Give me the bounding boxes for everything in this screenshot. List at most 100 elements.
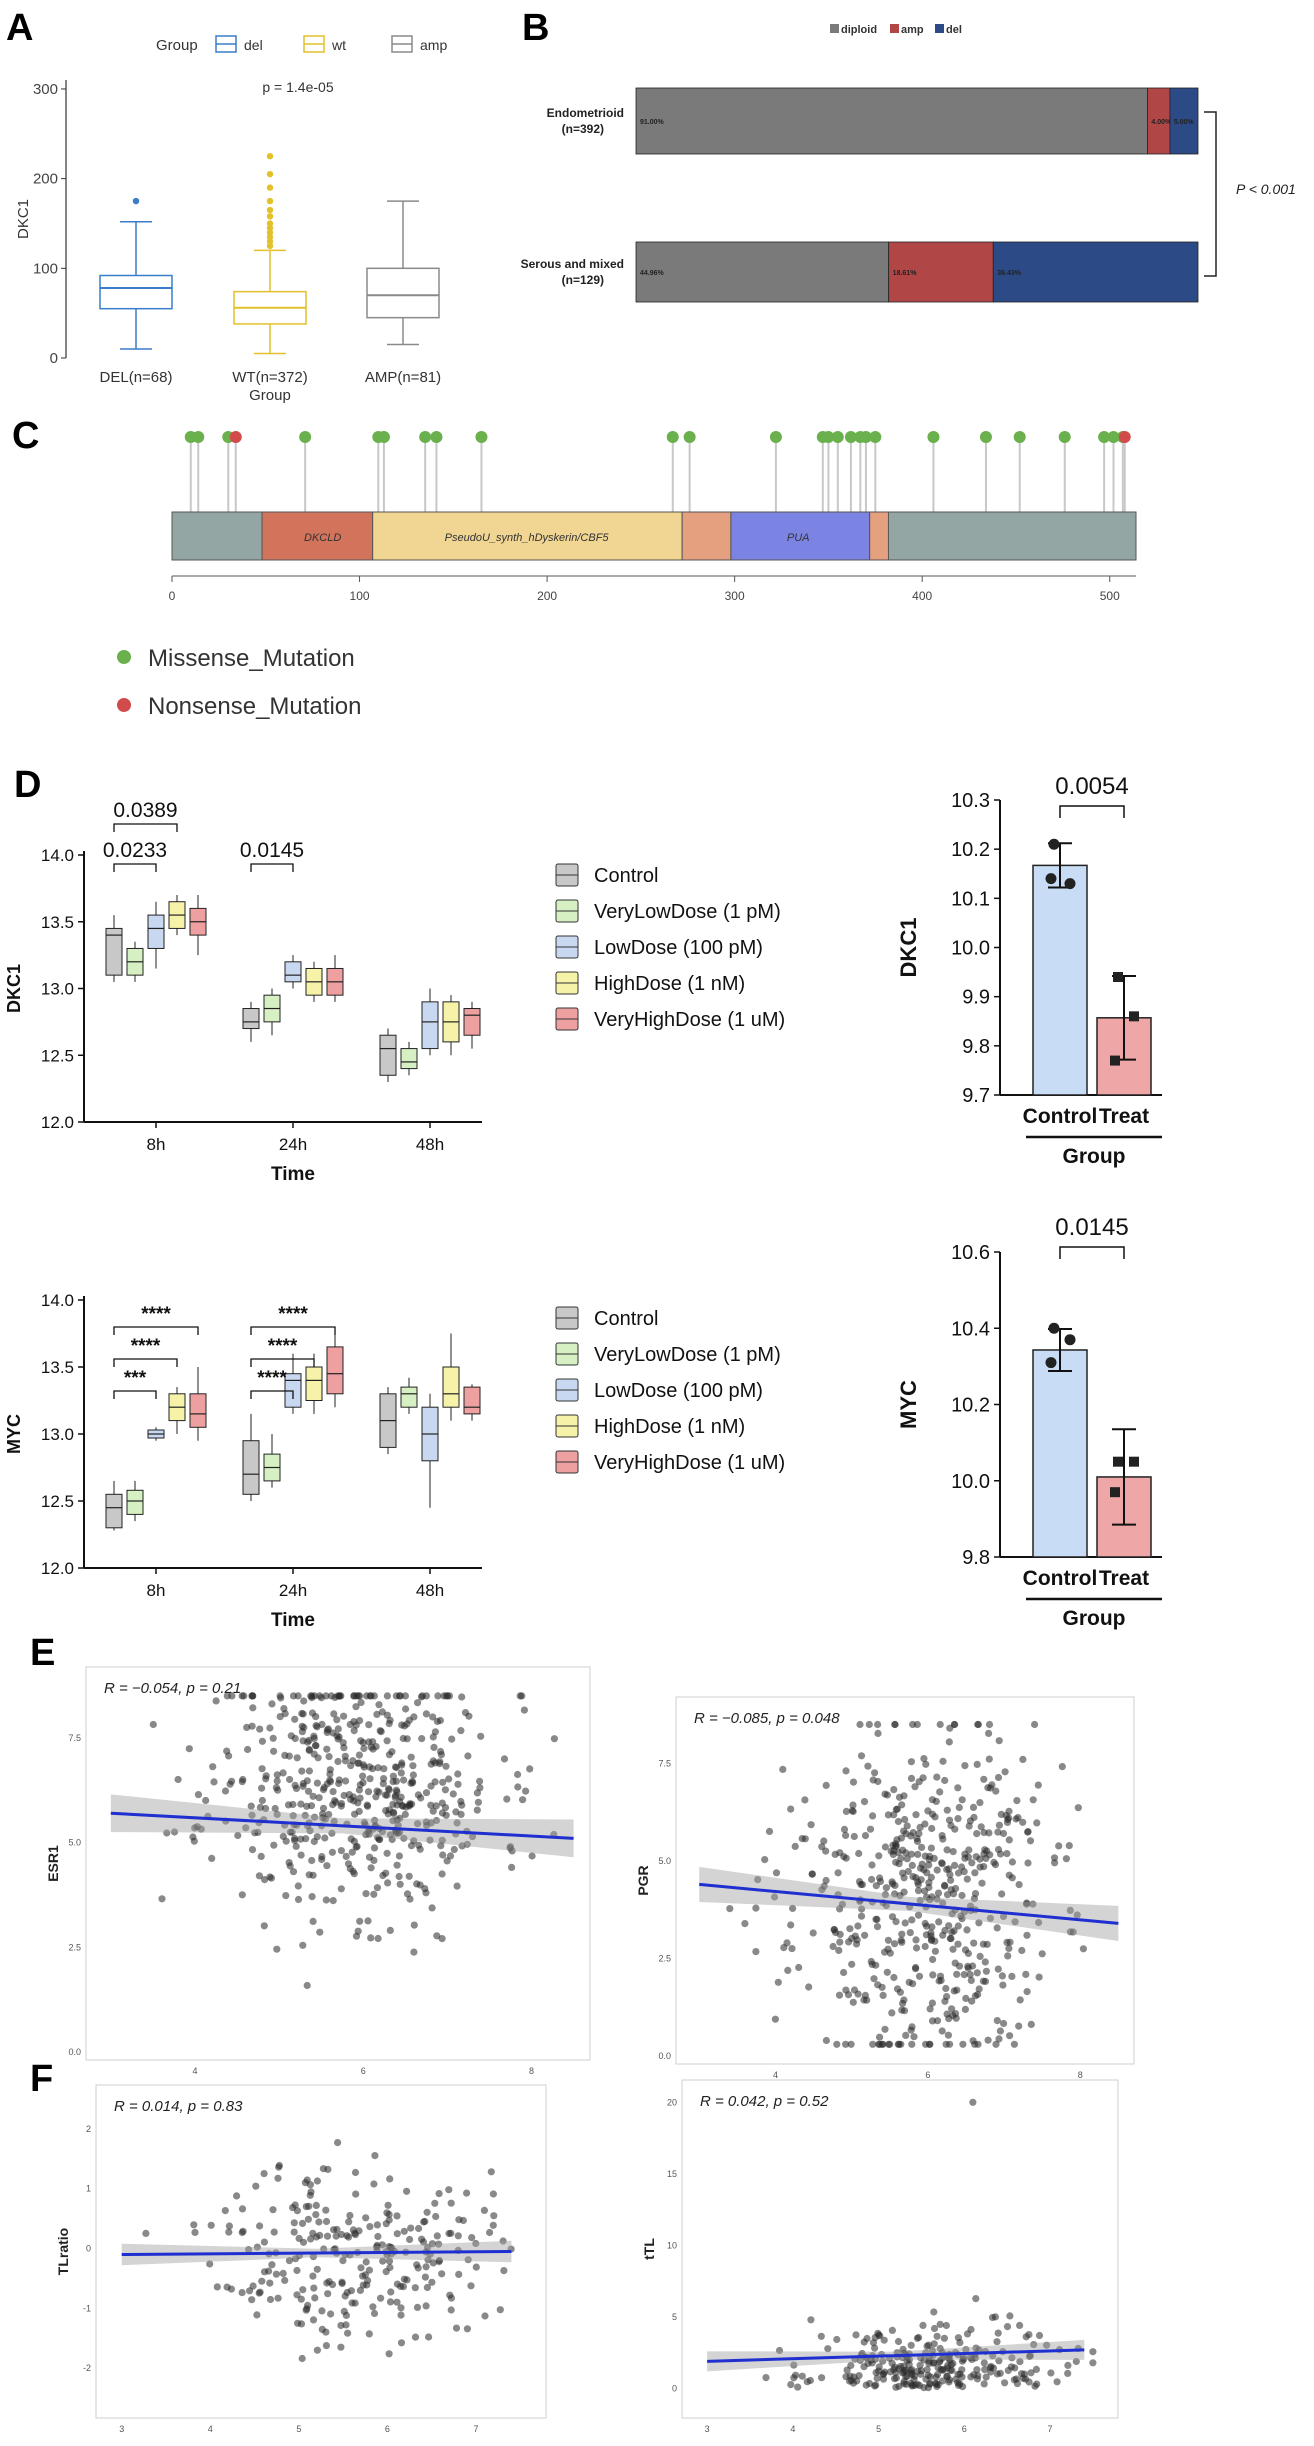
scatter-point	[413, 2303, 422, 2311]
x-tick-label: 8h	[147, 1581, 166, 1600]
scatter-point	[994, 2329, 1002, 2337]
category-label-n: (n=392)	[562, 122, 604, 136]
chart-d2-dkc1-bar: 9.7 9.8 9.9 10.0 10.1 10.2 10.3 DKC1 Control Trea…	[896, 773, 1162, 1168]
chart-f2-ttl-scatter: 3 4 5 6 7 0 5 10 15 20 DKC1 tTL R = 0.042, p = 0.52	[641, 2079, 1119, 2446]
legend-swatch	[935, 24, 944, 33]
regression-line	[110, 1811, 574, 1840]
outlier-point	[132, 197, 140, 205]
scatter-point	[307, 2235, 315, 2243]
scatter-point	[380, 1765, 388, 1773]
scatter-point	[366, 2223, 374, 2231]
scatter-point	[903, 1822, 911, 1830]
scatter-point	[916, 1896, 924, 1905]
scatter-point	[967, 1976, 975, 1984]
significance-bracket	[250, 1326, 336, 1335]
scatter-point	[399, 1734, 407, 1743]
scatter-point	[970, 1939, 978, 1947]
significance-label: ***	[124, 1368, 147, 1389]
data-point	[1129, 1456, 1139, 1467]
data-point	[1113, 1456, 1123, 1467]
scatter-point	[411, 2333, 420, 2341]
scatter-point	[208, 1854, 216, 1862]
x-tick-label: 5	[296, 2424, 301, 2434]
significance-bracket	[1059, 1246, 1125, 1259]
protein-domain	[869, 511, 889, 561]
scatter-point	[328, 1829, 336, 1837]
scatter-point	[514, 1770, 522, 1779]
scatter-point	[868, 1875, 876, 1884]
x-axis-label: Time	[271, 1610, 315, 1631]
scatter-point	[925, 1861, 933, 1869]
scatter-point	[454, 2232, 462, 2240]
x-tick-label: 0	[169, 589, 176, 603]
scatter-point	[752, 1904, 760, 1912]
scatter-point	[881, 1843, 890, 1851]
data-point	[1129, 1011, 1139, 1022]
scatter-point	[318, 2307, 326, 2315]
scatter-point	[994, 1965, 1002, 1973]
scatter-point	[912, 1811, 920, 1819]
data-point	[1045, 1357, 1057, 1369]
scatter-point	[428, 2278, 436, 2286]
scatter-point	[946, 1871, 954, 1879]
box	[242, 1008, 260, 1030]
scatter-point	[297, 1851, 305, 1859]
scatter-point	[370, 1692, 378, 1700]
scatter-point	[297, 2295, 305, 2303]
scatter-point	[225, 2228, 233, 2236]
y-tick-label: 12.0	[41, 1113, 74, 1132]
missense-point	[927, 431, 940, 443]
scatter-point	[980, 2380, 988, 2388]
scatter-point	[362, 1831, 370, 1839]
scatter-point	[940, 2334, 949, 2342]
scatter-point	[238, 1692, 246, 1700]
scatter-point	[1001, 2379, 1009, 2387]
scatter-point	[248, 2296, 256, 2304]
scatter-point	[884, 1945, 892, 1953]
scatter-point	[390, 1809, 398, 1817]
scatter-point	[901, 1919, 909, 1927]
scatter-point	[849, 1778, 858, 1786]
scatter-point	[835, 1991, 844, 1999]
scatter-point	[945, 2015, 953, 2023]
y-tick-label: 14.0	[41, 846, 74, 865]
scatter-point	[873, 1923, 882, 1931]
scatter-point	[1015, 2022, 1023, 2030]
scatter-point	[405, 1716, 413, 1724]
scatter-point	[273, 1945, 281, 1953]
stacked-bar-segment	[992, 241, 1199, 303]
y-tick-label: 15	[667, 2169, 677, 2179]
legend-label: Control	[594, 865, 658, 887]
scatter-point	[927, 1936, 936, 1944]
scatter-point	[935, 1918, 943, 1926]
scatter-point	[357, 1737, 365, 1745]
x-tick-label: 3	[705, 2424, 710, 2434]
panel-label-b: B	[522, 7, 549, 49]
scatter-point	[396, 1880, 404, 1888]
scatter-point	[400, 2227, 408, 2235]
scatter-point	[386, 1926, 394, 1934]
scatter-point	[1079, 1945, 1087, 1953]
scatter-point	[397, 2339, 406, 2347]
regression-line	[121, 2250, 512, 2256]
scatter-point	[943, 2372, 951, 2380]
panel-label-f: F	[30, 2058, 53, 2100]
scatter-point	[895, 2040, 903, 2048]
scatter-point	[303, 1981, 311, 1990]
scatter-point	[926, 2005, 934, 2013]
scatter-point	[1062, 1855, 1070, 1863]
scatter-point	[438, 1935, 446, 1943]
scatter-point	[458, 1842, 466, 1850]
scatter-point	[422, 1710, 430, 1718]
scatter-point	[397, 2304, 405, 2312]
scatter-point	[286, 1775, 294, 1784]
scatter-point	[457, 1727, 465, 1735]
scatter-point	[1019, 1818, 1027, 1826]
scatter-point	[287, 1732, 295, 1740]
scatter-point	[418, 1692, 426, 1700]
scatter-point	[438, 2270, 446, 2278]
scatter-point	[149, 1720, 157, 1729]
scatter-point	[382, 1807, 390, 1815]
pvalue-label: 0.0145	[1055, 1214, 1128, 1241]
scatter-point	[822, 2036, 831, 2045]
